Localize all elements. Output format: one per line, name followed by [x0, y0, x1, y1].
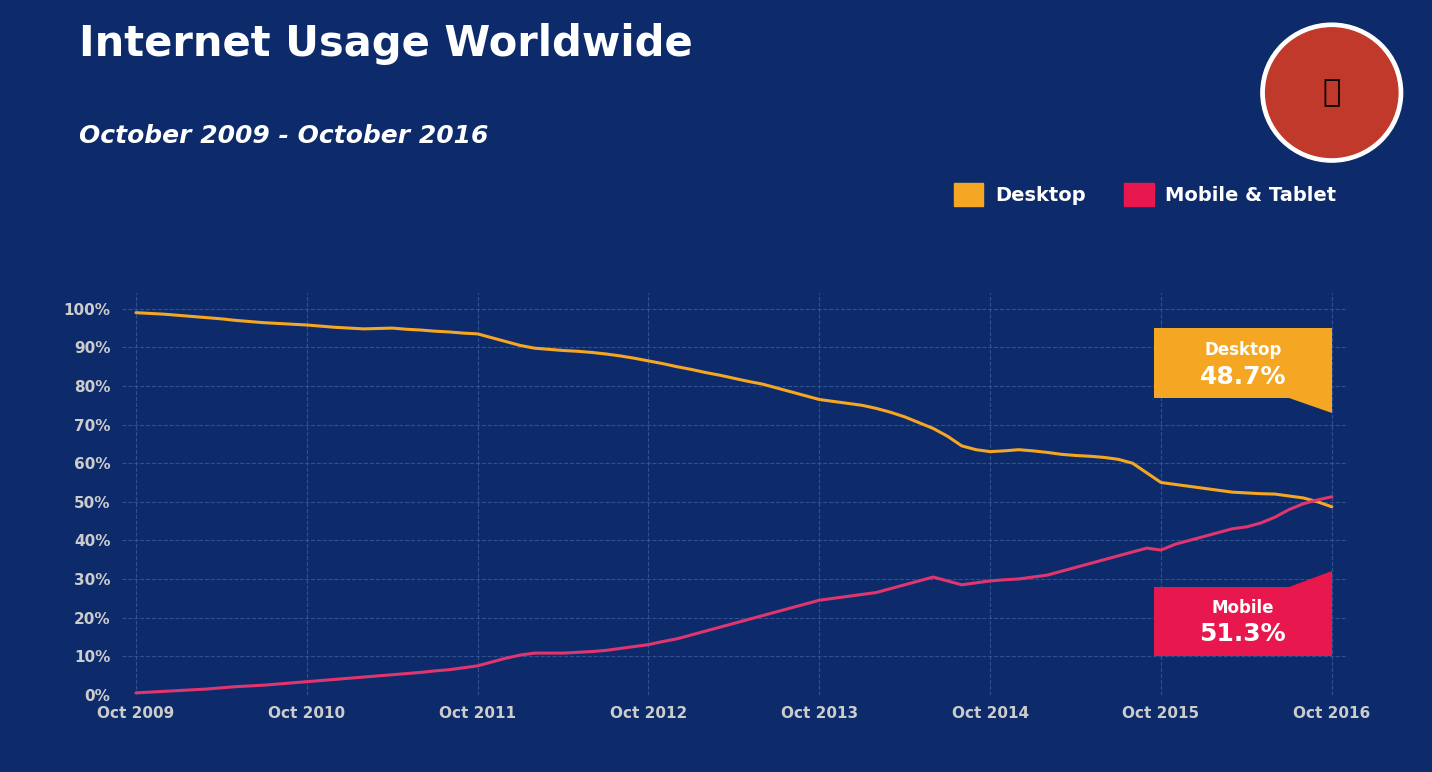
Text: Mobile: Mobile	[1211, 598, 1274, 617]
Text: 🚀: 🚀	[1323, 78, 1340, 107]
Circle shape	[1266, 28, 1398, 157]
Text: Internet Usage Worldwide: Internet Usage Worldwide	[79, 23, 693, 65]
Polygon shape	[1289, 398, 1332, 413]
Text: Desktop: Desktop	[1204, 341, 1282, 359]
Text: October 2009 - October 2016: October 2009 - October 2016	[79, 124, 488, 147]
Legend: Desktop, Mobile & Tablet: Desktop, Mobile & Tablet	[954, 183, 1336, 206]
FancyBboxPatch shape	[1154, 328, 1332, 398]
Polygon shape	[1289, 571, 1332, 587]
Text: 48.7%: 48.7%	[1200, 364, 1286, 389]
Text: 51.3%: 51.3%	[1200, 622, 1286, 646]
FancyBboxPatch shape	[1154, 587, 1332, 656]
Circle shape	[1262, 23, 1403, 162]
